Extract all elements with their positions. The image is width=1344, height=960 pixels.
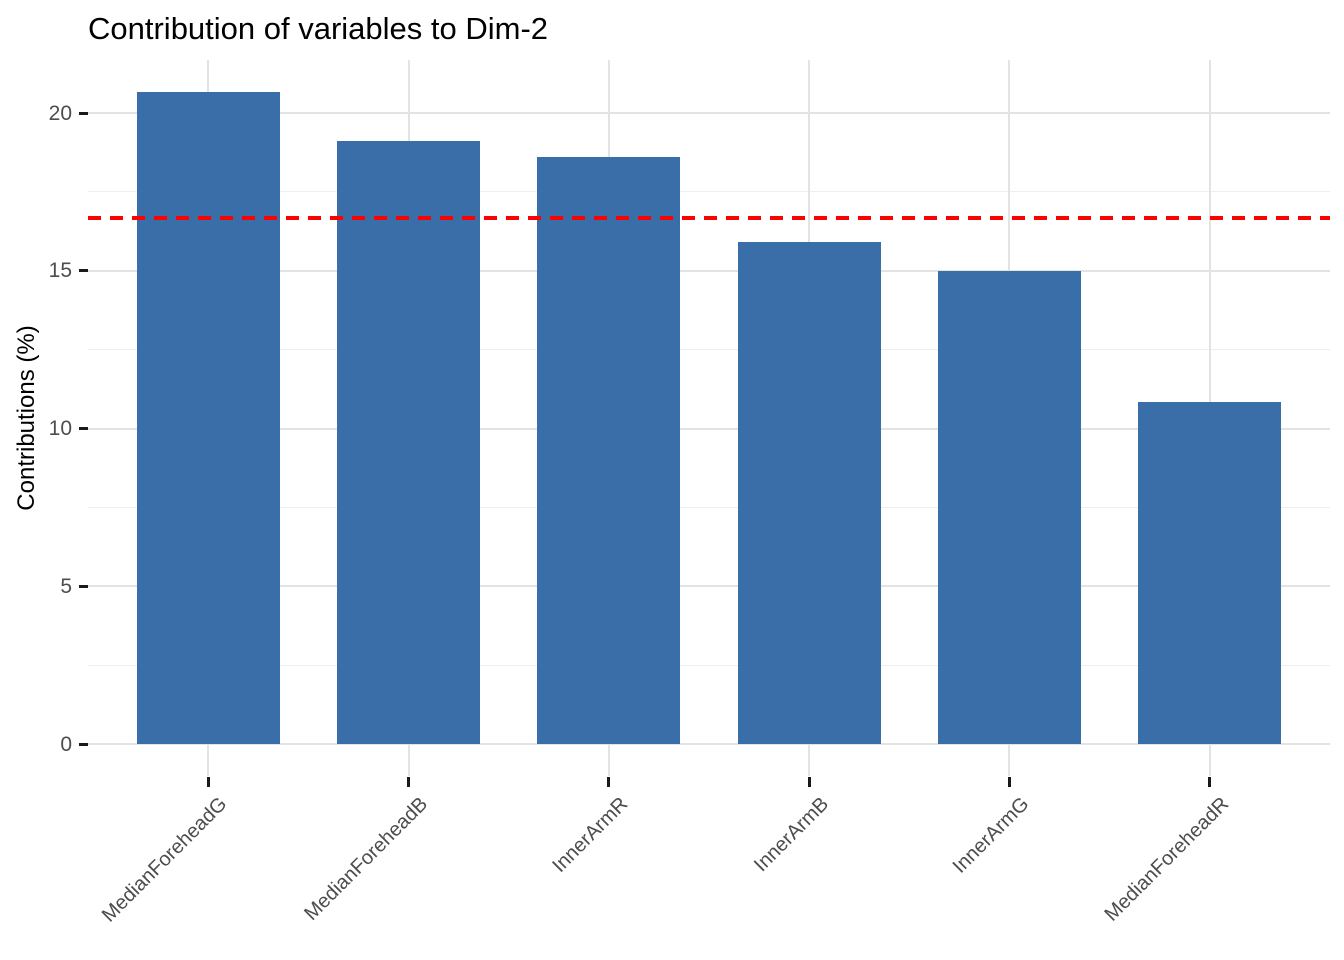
y-axis-tick <box>79 742 88 746</box>
y-tick-label: 0 <box>60 732 72 756</box>
gridline-y-minor <box>88 664 1330 666</box>
x-axis-tick <box>1007 777 1011 787</box>
bar <box>1138 401 1282 744</box>
x-tick-label: MedianForeheadR <box>1100 793 1234 926</box>
x-tick-label: MedianForeheadG <box>98 793 232 927</box>
y-axis-tick <box>79 111 88 115</box>
x-tick-label: InnerArmR <box>548 793 633 877</box>
gridline-y-minor <box>88 349 1330 351</box>
x-axis-tick <box>206 777 210 787</box>
x-axis-tick <box>807 777 811 787</box>
y-axis-tick <box>79 427 88 430</box>
x-tick-label: MedianForeheadB <box>300 793 433 925</box>
y-tick-label: 20 <box>48 101 72 125</box>
gridline-y-major <box>88 427 1330 430</box>
gridline-y-major <box>88 585 1330 588</box>
x-axis-tick <box>407 777 411 787</box>
y-tick-label: 15 <box>48 259 72 283</box>
gridline-y-major <box>88 112 1330 114</box>
reference-line <box>88 216 1330 221</box>
chart-title: Contribution of variables to Dim-2 <box>88 11 549 46</box>
bar <box>937 270 1081 744</box>
x-axis-tick <box>607 777 611 787</box>
bar <box>737 242 881 744</box>
bar <box>337 141 481 744</box>
x-axis-tick <box>1208 777 1212 787</box>
gridline-y-major <box>88 743 1330 745</box>
bar <box>537 157 681 744</box>
x-tick-label: InnerArmG <box>948 793 1034 878</box>
y-tick-label: 10 <box>48 417 72 440</box>
x-tick-label: InnerArmB <box>749 793 833 877</box>
bar <box>136 92 280 744</box>
gridline-y-major <box>88 269 1330 272</box>
y-axis-tick <box>79 584 88 588</box>
y-tick-label: 5 <box>60 574 72 598</box>
gridline-y-minor <box>88 506 1330 508</box>
y-axis-tick <box>79 269 88 273</box>
gridline-y-minor <box>88 191 1330 193</box>
